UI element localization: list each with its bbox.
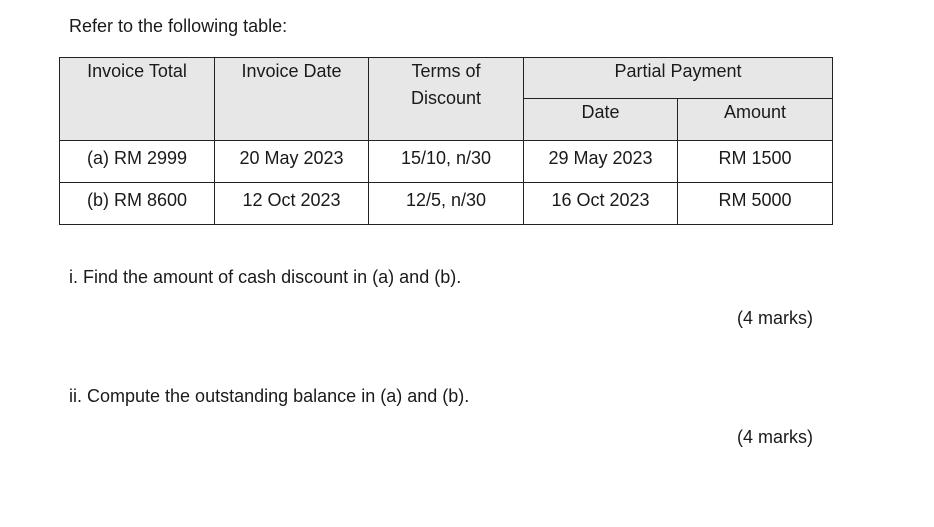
table-cell: (a) RM 2999	[59, 140, 215, 183]
table-cell: RM 1500	[677, 140, 833, 183]
question-2-marks: (4 marks)	[737, 427, 813, 447]
header-invoice-total: Invoice Total	[59, 57, 215, 141]
question-1-marks: (4 marks)	[737, 308, 813, 328]
header-invoice-date: Invoice Date	[214, 57, 369, 141]
table-cell: RM 5000	[677, 182, 833, 225]
table-cell: 15/10, n/30	[368, 140, 524, 183]
header-terms-line2: Discount	[410, 88, 482, 108]
table-cell: 16 Oct 2023	[523, 182, 678, 225]
question-2-text: ii. Compute the outstanding balance in (…	[69, 386, 470, 406]
header-payment-amount: Amount	[677, 98, 833, 141]
intro-text: Refer to the following table:	[69, 16, 288, 36]
header-partial-payment: Partial Payment	[523, 57, 833, 99]
header-terms-of-discount: Terms of Discount	[368, 57, 524, 141]
question-1-text: i. Find the amount of cash discount in (…	[69, 267, 462, 287]
table-cell: 12/5, n/30	[368, 182, 524, 225]
table-cell: (b) RM 8600	[59, 182, 215, 225]
table-cell: 20 May 2023	[214, 140, 369, 183]
table-cell: 12 Oct 2023	[214, 182, 369, 225]
header-payment-date: Date	[523, 98, 678, 141]
table-cell: 29 May 2023	[523, 140, 678, 183]
header-terms-line1: Terms of	[411, 61, 481, 81]
